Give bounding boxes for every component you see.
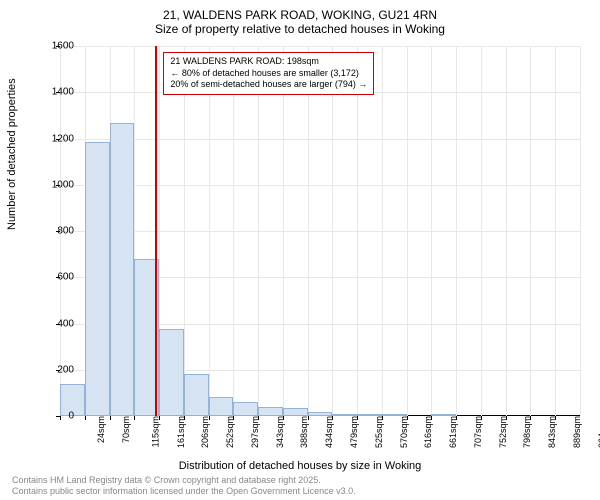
gridline-v xyxy=(407,46,408,416)
chart-container: 21, WALDENS PARK ROAD, WOKING, GU21 4RN … xyxy=(0,0,600,500)
x-tick xyxy=(134,416,135,420)
x-tick-label: 934sqm xyxy=(597,416,600,448)
histogram-bar xyxy=(283,408,308,416)
gridline-v xyxy=(283,46,284,416)
gridline-h xyxy=(60,46,580,47)
y-axis-label: Number of detached properties xyxy=(6,78,18,230)
y-tick-label: 1600 xyxy=(34,41,74,52)
x-tick-label: 752sqm xyxy=(498,416,508,448)
y-tick-label: 200 xyxy=(34,364,74,375)
x-tick xyxy=(382,416,383,420)
x-tick-label: 889sqm xyxy=(572,416,582,448)
footer-line1: Contains HM Land Registry data © Crown c… xyxy=(12,475,356,486)
gridline-v xyxy=(357,46,358,416)
plot-area: 24sqm70sqm115sqm161sqm206sqm252sqm297sqm… xyxy=(60,46,580,416)
x-tick-label: 661sqm xyxy=(448,416,458,448)
gridline-v xyxy=(233,46,234,416)
x-tick-label: 479sqm xyxy=(349,416,359,448)
y-tick-label: 800 xyxy=(34,226,74,237)
footer-attribution: Contains HM Land Registry data © Crown c… xyxy=(12,475,356,497)
x-tick-label: 525sqm xyxy=(374,416,384,448)
x-tick xyxy=(506,416,507,420)
y-tick-label: 1000 xyxy=(34,179,74,190)
x-tick xyxy=(555,416,556,420)
reference-line xyxy=(155,46,157,416)
histogram-bar xyxy=(258,407,283,416)
x-tick-label: 570sqm xyxy=(399,416,409,448)
y-tick-label: 1400 xyxy=(34,87,74,98)
x-tick-label: 388sqm xyxy=(300,416,310,448)
histogram-bar xyxy=(159,329,184,416)
histogram-bar xyxy=(332,414,357,416)
annotation-line2: ← 80% of detached houses are smaller (3,… xyxy=(170,68,367,80)
x-tick xyxy=(85,416,86,420)
annotation-line1: 21 WALDENS PARK ROAD: 198sqm xyxy=(170,56,367,68)
histogram-bar xyxy=(209,397,234,416)
x-tick xyxy=(209,416,210,420)
y-tick-label: 1200 xyxy=(34,133,74,144)
histogram-bar xyxy=(233,402,258,416)
histogram-bar xyxy=(85,142,110,416)
x-tick-label: 297sqm xyxy=(250,416,260,448)
gridline-v xyxy=(580,46,581,416)
gridline-v xyxy=(431,46,432,416)
x-tick-label: 115sqm xyxy=(150,416,160,447)
gridline-v xyxy=(308,46,309,416)
x-tick xyxy=(258,416,259,420)
gridline-v xyxy=(382,46,383,416)
gridline-v xyxy=(555,46,556,416)
x-tick-label: 24sqm xyxy=(96,416,106,443)
histogram-bar xyxy=(184,374,209,416)
histogram-bar xyxy=(110,123,135,416)
chart-title-sub: Size of property relative to detached ho… xyxy=(0,22,600,36)
x-tick-label: 252sqm xyxy=(225,416,235,448)
gridline-v xyxy=(456,46,457,416)
gridline-v xyxy=(530,46,531,416)
x-tick-label: 798sqm xyxy=(522,416,532,448)
gridline-v xyxy=(481,46,482,416)
histogram-bar xyxy=(431,414,456,416)
x-tick-label: 161sqm xyxy=(176,416,186,448)
histogram-bar xyxy=(357,414,382,416)
x-tick xyxy=(357,416,358,420)
x-tick xyxy=(184,416,185,420)
annotation-box: 21 WALDENS PARK ROAD: 198sqm← 80% of det… xyxy=(163,52,374,95)
x-tick-label: 707sqm xyxy=(473,416,483,448)
x-tick xyxy=(283,416,284,420)
gridline-v xyxy=(506,46,507,416)
x-tick xyxy=(159,416,160,420)
chart-title-main: 21, WALDENS PARK ROAD, WOKING, GU21 4RN xyxy=(0,0,600,22)
gridline-v xyxy=(332,46,333,416)
y-tick-label: 400 xyxy=(34,318,74,329)
x-tick xyxy=(530,416,531,420)
gridline-h xyxy=(60,231,580,232)
y-tick-label: 0 xyxy=(34,411,74,422)
x-tick xyxy=(110,416,111,420)
x-tick-label: 434sqm xyxy=(324,416,334,448)
gridline-v xyxy=(184,46,185,416)
x-tick xyxy=(233,416,234,420)
x-tick-label: 206sqm xyxy=(200,416,210,448)
x-tick xyxy=(308,416,309,420)
x-tick xyxy=(481,416,482,420)
x-tick xyxy=(456,416,457,420)
footer-line2: Contains public sector information licen… xyxy=(12,486,356,497)
gridline-h xyxy=(60,185,580,186)
x-tick-label: 343sqm xyxy=(275,416,285,448)
x-tick-label: 70sqm xyxy=(121,416,131,443)
gridline-v xyxy=(209,46,210,416)
annotation-line3: 20% of semi-detached houses are larger (… xyxy=(170,79,367,91)
histogram-bar xyxy=(308,412,333,416)
gridline-v xyxy=(258,46,259,416)
x-tick xyxy=(332,416,333,420)
x-tick xyxy=(407,416,408,420)
y-tick-label: 600 xyxy=(34,272,74,283)
x-tick-label: 616sqm xyxy=(423,416,433,448)
histogram-bar xyxy=(382,414,407,416)
x-tick xyxy=(431,416,432,420)
gridline-h xyxy=(60,139,580,140)
x-tick-label: 843sqm xyxy=(547,416,557,448)
x-axis-label: Distribution of detached houses by size … xyxy=(0,460,600,472)
